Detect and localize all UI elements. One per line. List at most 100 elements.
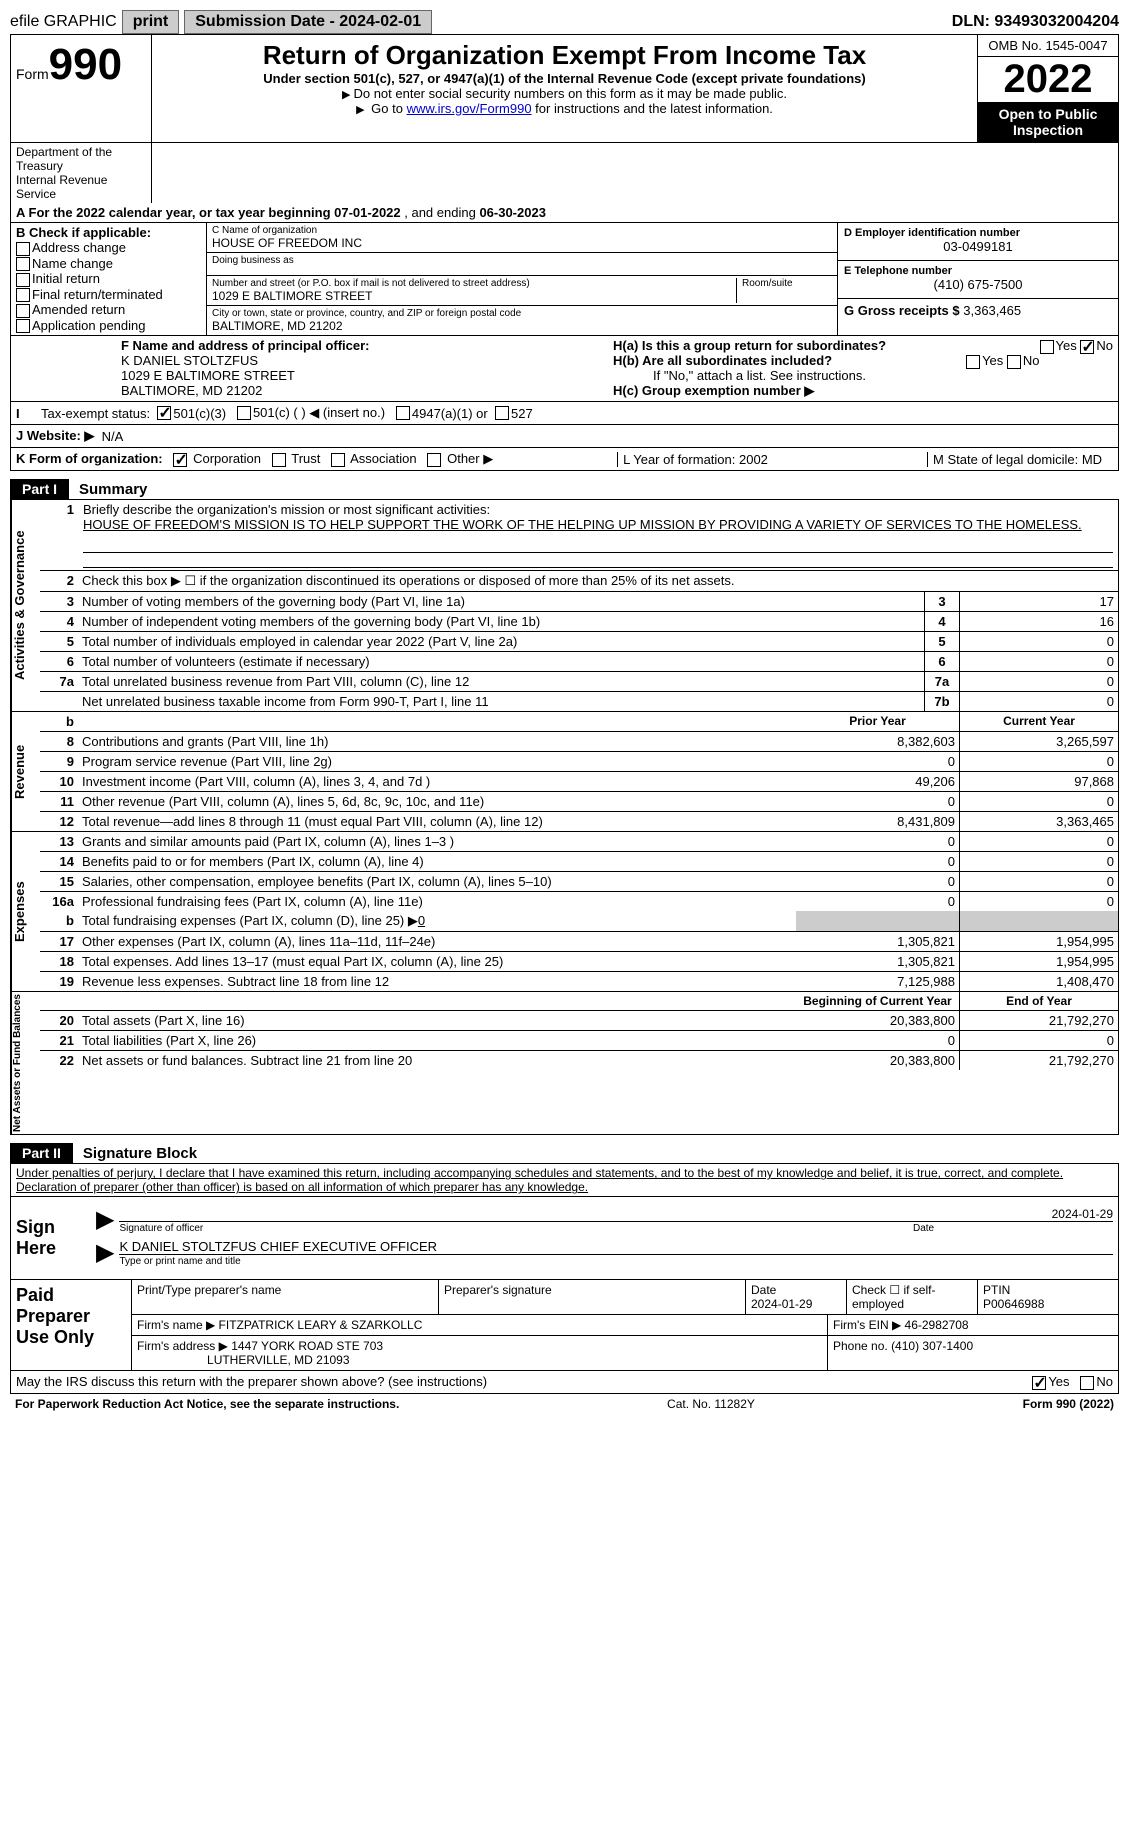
cb-527[interactable] bbox=[495, 406, 509, 420]
officer-cell: F Name and address of principal officer:… bbox=[11, 336, 608, 401]
irs-link[interactable]: www.irs.gov/Form990 bbox=[407, 101, 532, 116]
table-row: 20 Total assets (Part X, line 16) 20,383… bbox=[40, 1011, 1118, 1031]
ein-cell: D Employer identification number 03-0499… bbox=[838, 223, 1118, 261]
cb-amended-return[interactable]: Amended return bbox=[16, 302, 201, 318]
type-name-line: Type or print name and title bbox=[119, 1254, 1113, 1267]
table-row: 14 Benefits paid to or for members (Part… bbox=[40, 852, 1118, 872]
row-a-tax-year: A For the 2022 calendar year, or tax yea… bbox=[10, 203, 1119, 223]
firm-name: FITZPATRICK LEARY & SZARKOLLC bbox=[219, 1318, 423, 1332]
table-row: 11 Other revenue (Part VIII, column (A),… bbox=[40, 792, 1118, 812]
address-cell: Number and street (or P.O. box if mail i… bbox=[207, 276, 837, 306]
cb-name-change[interactable]: Name change bbox=[16, 256, 201, 272]
table-row: 16a Professional fundraising fees (Part … bbox=[40, 892, 1118, 911]
table-row: 13 Grants and similar amounts paid (Part… bbox=[40, 832, 1118, 852]
side-expenses: Expenses bbox=[11, 832, 40, 991]
dba-cell: Doing business as bbox=[207, 253, 837, 276]
col-end-year: End of Year bbox=[960, 992, 1118, 1010]
table-row: 6 Total number of volunteers (estimate i… bbox=[40, 652, 1118, 672]
sig-officer-line: Signature of officer bbox=[119, 1221, 913, 1234]
table-row: 21 Total liabilities (Part X, line 26) 0… bbox=[40, 1031, 1118, 1051]
sign-here-label: Sign Here bbox=[11, 1197, 91, 1279]
discuss-question: May the IRS discuss this return with the… bbox=[16, 1374, 487, 1390]
table-row: 10 Investment income (Part VIII, column … bbox=[40, 772, 1118, 792]
city-cell: City or town, state or province, country… bbox=[207, 306, 837, 335]
goto-note: Go to www.irs.gov/Form990 for instructio… bbox=[162, 101, 967, 116]
part2-badge: Part II bbox=[10, 1143, 73, 1163]
table-row: 17 Other expenses (Part IX, column (A), … bbox=[40, 932, 1118, 952]
cb-initial-return[interactable]: Initial return bbox=[16, 271, 201, 287]
cb-501c[interactable] bbox=[237, 406, 251, 420]
korg-label: K Form of organization: bbox=[16, 451, 163, 466]
side-netassets: Net Assets or Fund Balances bbox=[11, 992, 40, 1134]
cb-corp[interactable] bbox=[173, 453, 187, 467]
cb-app-pending[interactable]: Application pending bbox=[16, 318, 201, 334]
cb-final-return[interactable]: Final return/terminated bbox=[16, 287, 201, 303]
table-row: 12 Total revenue—add lines 8 through 11 … bbox=[40, 812, 1118, 831]
tax-year: 2022 bbox=[978, 57, 1118, 102]
form-subtitle: Under section 501(c), 527, or 4947(a)(1)… bbox=[162, 71, 967, 86]
phone-cell: E Telephone number (410) 675-7500 bbox=[838, 261, 1118, 299]
cb-4947[interactable] bbox=[396, 406, 410, 420]
part2-title: Signature Block bbox=[73, 1145, 197, 1162]
dln: DLN: 93493032004204 bbox=[952, 13, 1119, 31]
tax-status-label: Tax-exempt status: bbox=[41, 406, 150, 421]
table-row: 7a Total unrelated business revenue from… bbox=[40, 672, 1118, 692]
table-row: 4 Number of independent voting members o… bbox=[40, 612, 1118, 632]
table-row: Net unrelated business taxable income fr… bbox=[40, 692, 1118, 711]
form-word: Form bbox=[16, 66, 49, 82]
org-name-cell: C Name of organization HOUSE OF FREEDOM … bbox=[207, 223, 837, 253]
prep-ptin: PTINP00646988 bbox=[977, 1280, 1118, 1314]
efile-label: efile GRAPHIC bbox=[10, 13, 117, 31]
form-id-cell: Form990 bbox=[11, 35, 152, 142]
cb-other[interactable] bbox=[427, 453, 441, 467]
table-row: 3 Number of voting members of the govern… bbox=[40, 592, 1118, 612]
sig-date-line: Date bbox=[913, 1221, 1113, 1234]
prep-date: Date2024-01-29 bbox=[745, 1280, 846, 1314]
cb-discuss-yes[interactable] bbox=[1032, 1376, 1046, 1390]
cb-501c3[interactable] bbox=[157, 406, 171, 420]
form-number: 990 bbox=[49, 40, 122, 89]
box-b-title: B Check if applicable: bbox=[16, 225, 151, 240]
col-current-year: Current Year bbox=[960, 712, 1118, 731]
website-label: J Website: ▶ bbox=[16, 428, 94, 444]
prep-sig-hdr: Preparer's signature bbox=[438, 1280, 745, 1314]
table-row: 19 Revenue less expenses. Subtract line … bbox=[40, 972, 1118, 991]
website-value: N/A bbox=[102, 429, 124, 444]
footer-right: Form 990 (2022) bbox=[1023, 1397, 1114, 1411]
year-formation: L Year of formation: 2002 bbox=[617, 452, 803, 467]
q1-label: Briefly describe the organization's miss… bbox=[83, 502, 490, 517]
omb-number: OMB No. 1545-0047 bbox=[978, 35, 1118, 57]
col-begin-year: Beginning of Current Year bbox=[796, 992, 960, 1010]
sig-arrow-icon: ▶ bbox=[96, 1205, 114, 1234]
footer-left: For Paperwork Reduction Act Notice, see … bbox=[15, 1397, 399, 1411]
firm-ein: 46-2982708 bbox=[905, 1318, 969, 1332]
gross-receipts-cell: G Gross receipts $ 3,363,465 bbox=[838, 299, 1118, 336]
mission-text: HOUSE OF FREEDOM'S MISSION IS TO HELP SU… bbox=[83, 517, 1113, 532]
table-row: 5 Total number of individuals employed i… bbox=[40, 632, 1118, 652]
table-row: 22 Net assets or fund balances. Subtract… bbox=[40, 1051, 1118, 1070]
ssn-note: Do not enter social security numbers on … bbox=[162, 86, 967, 101]
print-button[interactable]: print bbox=[122, 10, 180, 34]
cb-trust[interactable] bbox=[272, 453, 286, 467]
side-governance: Activities & Governance bbox=[11, 500, 40, 711]
form-title: Return of Organization Exempt From Incom… bbox=[162, 40, 967, 71]
prep-self-employed: Check ☐ if self-employed bbox=[846, 1280, 977, 1314]
q2-text: Check this box ▶ ☐ if the organization d… bbox=[78, 571, 1118, 591]
officer-name: K DANIEL STOLTZFUS CHIEF EXECUTIVE OFFIC… bbox=[119, 1239, 1113, 1254]
part1-badge: Part I bbox=[10, 479, 69, 499]
table-row: 18 Total expenses. Add lines 13–17 (must… bbox=[40, 952, 1118, 972]
cb-assoc[interactable] bbox=[331, 453, 345, 467]
dept-treasury: Department of the Treasury Internal Reve… bbox=[11, 143, 152, 203]
open-public-badge: Open to Public Inspection bbox=[978, 102, 1118, 142]
submission-date: Submission Date - 2024-02-01 bbox=[184, 10, 432, 34]
cb-discuss-no[interactable] bbox=[1080, 1376, 1094, 1390]
table-row: 9 Program service revenue (Part VIII, li… bbox=[40, 752, 1118, 772]
table-row: 8 Contributions and grants (Part VIII, l… bbox=[40, 732, 1118, 752]
prep-print-hdr: Print/Type preparer's name bbox=[131, 1280, 438, 1314]
sig-date-value: 2024-01-29 bbox=[913, 1207, 1113, 1221]
cb-address-change[interactable]: Address change bbox=[16, 240, 201, 256]
group-return-cell: H(a) Is this a group return for subordin… bbox=[608, 336, 1118, 401]
state-domicile: M State of legal domicile: MD bbox=[927, 452, 1113, 467]
sig-arrow-icon-2: ▶ bbox=[96, 1238, 114, 1267]
side-revenue: Revenue bbox=[11, 712, 40, 831]
